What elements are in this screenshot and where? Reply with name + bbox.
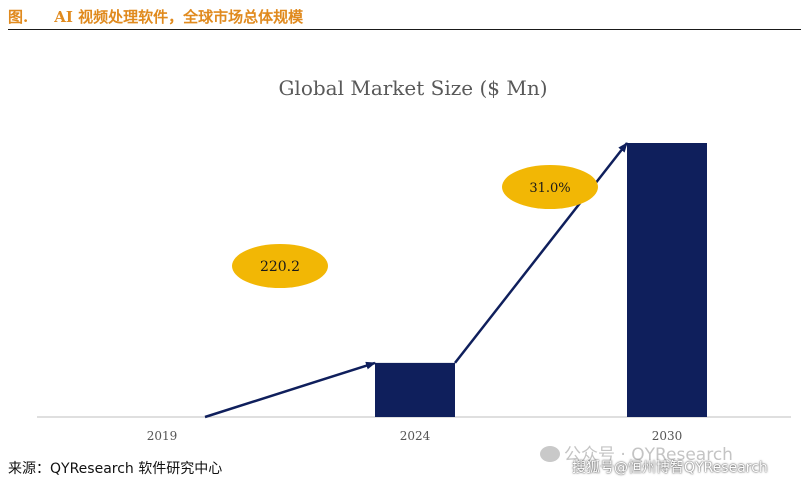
tick-label-2019: 2019 — [147, 429, 178, 443]
bar-2024 — [375, 362, 455, 417]
header-rule — [8, 29, 801, 30]
annotation-ellipse-2 — [502, 165, 598, 209]
bar-2030 — [627, 143, 707, 417]
annotation-ellipse-1 — [232, 244, 328, 288]
chart-title: Global Market Size ($ Mn) — [278, 76, 547, 100]
annotations: 220.2 31.0% — [232, 165, 598, 288]
bars — [375, 143, 707, 417]
sohu-watermark: 搜狐号@恒州博智QYResearch — [572, 460, 768, 476]
figure-label: 图. — [8, 8, 29, 26]
trend-arrow-2019-2024 — [204, 361, 376, 419]
trend-arrow-2024-2030 — [454, 142, 628, 364]
x-tick-labels: 2019 2024 2030 — [147, 429, 683, 443]
tick-label-2024: 2024 — [400, 429, 431, 443]
wechat-watermark: 公众号 · QYResearch — [540, 440, 733, 465]
wechat-watermark-text: 公众号 · QYResearch — [564, 445, 733, 465]
annotation-label-1: 220.2 — [260, 259, 300, 275]
trend-arrows — [204, 142, 628, 419]
tick-label-2030: 2030 — [652, 429, 683, 443]
annotation-label-2: 31.0% — [529, 181, 570, 196]
figure-title: 图. AI 视频处理软件，全球市场总体规模 — [8, 6, 303, 27]
figure-header: 图. AI 视频处理软件，全球市场总体规模 — [0, 0, 810, 32]
wechat-icon — [540, 446, 560, 462]
source-note: 来源：QYResearch 软件研究中心 — [8, 461, 223, 477]
figure-title-text: AI 视频处理软件，全球市场总体规模 — [54, 8, 304, 26]
